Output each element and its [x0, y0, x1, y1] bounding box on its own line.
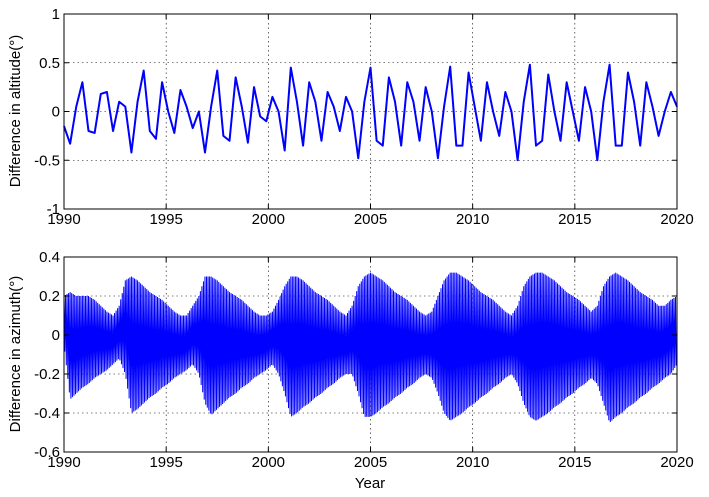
altitude-difference-line	[63, 63, 678, 162]
x-tick-label: 2015	[558, 211, 591, 228]
y-tick-label: -0.5	[34, 152, 60, 169]
y-tick-label: 0	[52, 104, 60, 121]
y-tick-label: 0	[52, 327, 60, 344]
x-tick-label: 2020	[660, 454, 693, 471]
azimuth-y-axis-label: Difference in azimuth(°)	[7, 276, 24, 433]
x-tick-label: 1990	[47, 454, 80, 471]
altitude-y-ticks: -1 -0.5 0 0.5 1	[34, 6, 677, 218]
x-tick-label: 1995	[149, 454, 182, 471]
x-tick-label: 2015	[558, 454, 591, 471]
azimuth-difference-line	[63, 272, 677, 423]
x-tick-label: 2010	[456, 454, 489, 471]
altitude-grid	[64, 14, 677, 209]
x-tick-label: 1990	[47, 211, 80, 228]
x-tick-label: 2000	[252, 211, 285, 228]
y-tick-label: 0.2	[39, 288, 60, 305]
x-tick-label: 2020	[660, 211, 693, 228]
y-tick-label: 1	[52, 6, 60, 23]
azimuth-x-ticks: 1990 1995 2000 2005 2010 2015 2020	[47, 257, 694, 471]
y-tick-label: 0.5	[39, 55, 60, 72]
azimuth-y-ticks: -0.6 -0.4 -0.2 0 0.2 0.4	[34, 249, 677, 461]
y-tick-label: -1	[47, 201, 60, 218]
altitude-y-axis-label: Difference in altitude(°)	[7, 35, 24, 187]
y-tick-label: -0.6	[34, 444, 60, 461]
x-tick-label: 2000	[252, 454, 285, 471]
x-tick-label: 1995	[149, 211, 182, 228]
altitude-subplot: 1990 1995 2000 2005 2010 2015 2020 -1-0.500.51…	[7, 6, 694, 228]
azimuth-x-axis-label: Year	[355, 475, 385, 492]
x-tick-label: 2005	[354, 454, 387, 471]
x-tick-label: 2005	[354, 211, 387, 228]
y-tick-label: -0.2	[34, 366, 60, 383]
y-tick-label: 0.4	[39, 249, 60, 266]
azimuth-subplot: 1990 1995 2000 2005 2010 2015 2020 -0.6-0.4-0.…	[7, 249, 694, 492]
x-tick-label: 2010	[456, 211, 489, 228]
altitude-series	[63, 63, 678, 162]
azimuth-series	[63, 272, 677, 423]
altitude-x-ticks: 1990 1995 2000 2005 2010 2015 2020	[47, 14, 694, 228]
y-tick-label: -0.4	[34, 405, 60, 422]
